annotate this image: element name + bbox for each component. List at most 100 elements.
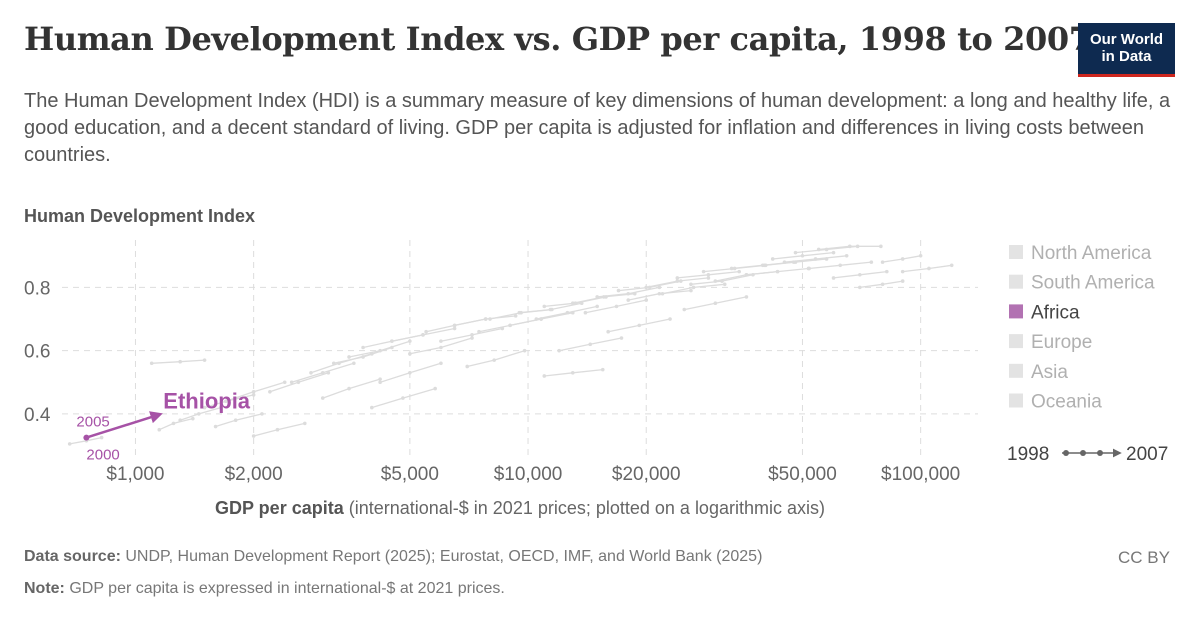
background-point: [268, 389, 272, 394]
background-point: [191, 416, 195, 421]
background-point: [67, 442, 72, 446]
background-point: [682, 307, 687, 312]
background-country-trail[interactable]: [322, 378, 381, 399]
background-point: [770, 257, 775, 261]
background-point: [320, 396, 325, 400]
background-point: [401, 396, 405, 400]
background-point: [918, 254, 923, 258]
background-point: [522, 348, 527, 353]
background-point: [347, 386, 351, 391]
highlight-label[interactable]: Ethiopia: [163, 389, 251, 414]
license-link[interactable]: CC BY: [1118, 548, 1170, 567]
highlight-end-year: 2005: [76, 414, 109, 431]
background-point: [847, 244, 852, 249]
background-point: [691, 285, 696, 290]
background-point: [595, 295, 599, 299]
legend-swatch: [1009, 334, 1023, 349]
legend-item[interactable]: Oceania: [1031, 392, 1102, 413]
legend-item[interactable]: Africa: [1031, 302, 1080, 323]
background-point: [900, 279, 905, 283]
background-point: [542, 304, 547, 309]
background-point: [421, 333, 425, 337]
background-point: [178, 359, 182, 364]
background-point: [260, 412, 264, 416]
background-point: [171, 421, 176, 426]
background-point: [644, 298, 649, 302]
x-tick-label: $1,000: [106, 464, 164, 485]
background-point: [626, 298, 631, 302]
highlight-trail-arrow[interactable]: [86, 411, 163, 439]
timeline-start-label: 1998: [1007, 444, 1049, 465]
background-point: [289, 380, 294, 385]
background-point: [744, 295, 749, 299]
background-point: [439, 339, 443, 343]
background-point: [588, 342, 593, 347]
background-point: [813, 257, 818, 261]
background-country-trail[interactable]: [215, 413, 263, 428]
legend-item[interactable]: South America: [1031, 273, 1155, 294]
legend-item[interactable]: Asia: [1031, 362, 1068, 383]
background-point: [542, 374, 547, 378]
background-point: [488, 317, 492, 321]
background-point: [517, 310, 522, 315]
background-point: [534, 317, 539, 321]
background-point: [626, 291, 631, 296]
background-point: [390, 339, 394, 343]
background-point: [762, 263, 767, 268]
background-point: [565, 310, 570, 315]
background-point: [879, 244, 883, 249]
legend-item[interactable]: North America: [1031, 243, 1152, 264]
legend-item[interactable]: Europe: [1031, 332, 1092, 353]
chart-subtitle: The Human Development Index (HDI) is a s…: [24, 90, 1171, 166]
background-point: [616, 288, 621, 293]
background-point: [927, 266, 931, 271]
background-point: [157, 427, 162, 432]
background-point: [729, 266, 734, 271]
background-point: [858, 272, 862, 277]
background-point: [465, 364, 470, 369]
background-point: [858, 285, 862, 290]
x-tick-label: $10,000: [494, 464, 563, 485]
background-point: [606, 329, 610, 334]
background-point: [668, 317, 672, 321]
background-point: [657, 291, 662, 296]
background-point: [689, 282, 693, 287]
background-point: [900, 257, 905, 261]
background-point: [657, 285, 662, 290]
background-point: [675, 276, 680, 280]
background-point: [600, 367, 605, 372]
background-point: [378, 348, 382, 353]
background-point: [361, 345, 365, 350]
background-point: [880, 282, 885, 287]
background-point: [816, 247, 821, 252]
background-point: [275, 427, 280, 432]
y-tick-label: 0.4: [24, 405, 51, 426]
background-point: [595, 304, 599, 309]
background-point: [470, 333, 474, 337]
background-point: [949, 263, 954, 268]
background-point: [202, 405, 207, 410]
owid-logo[interactable]: Our World in Data: [1078, 23, 1175, 77]
background-point: [807, 266, 811, 271]
background-point: [570, 370, 575, 375]
background-point: [378, 377, 382, 381]
background-point: [213, 424, 218, 429]
data-source-text[interactable]: UNDP, Human Development Report (2025); E…: [125, 548, 763, 565]
y-axis-label: Human Development Index: [24, 206, 255, 226]
background-point: [197, 412, 201, 416]
timeline-end-label: 2007: [1126, 444, 1168, 465]
background-point: [637, 323, 642, 328]
background-country-trail[interactable]: [159, 417, 193, 431]
background-point: [675, 279, 680, 283]
background-point: [408, 352, 412, 356]
background-point: [477, 329, 481, 334]
background-point: [869, 260, 874, 264]
y-tick-label: 0.6: [24, 342, 50, 363]
chart-title: Human Development Index vs. GDP per capi…: [24, 20, 1091, 58]
background-point: [439, 361, 443, 366]
background-country-trail[interactable]: [467, 350, 525, 368]
background-point: [900, 269, 905, 274]
background-country-trail[interactable]: [151, 359, 205, 364]
legend-swatch: [1009, 363, 1023, 378]
background-point: [782, 260, 787, 264]
